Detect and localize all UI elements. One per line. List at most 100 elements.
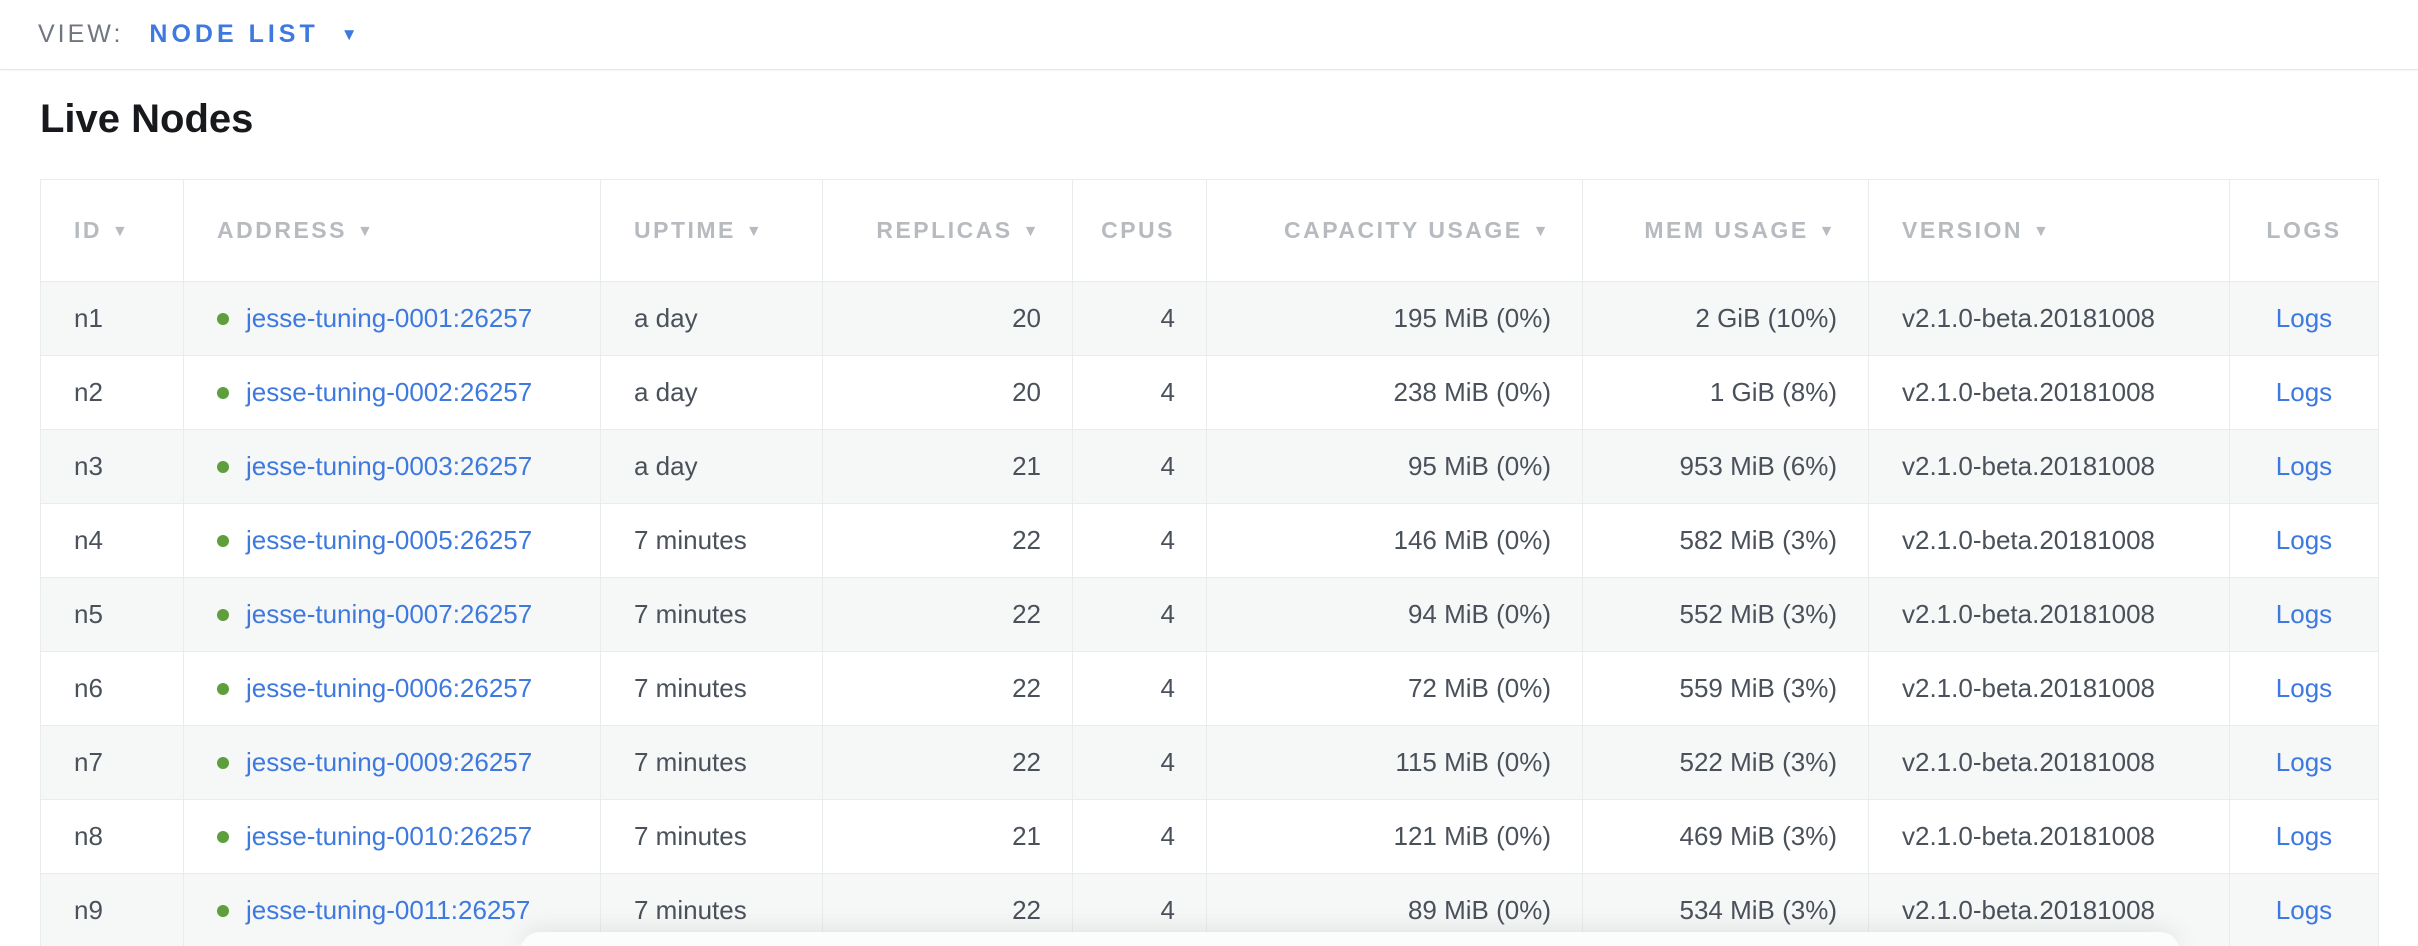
logs-cell: Logs — [2229, 355, 2379, 430]
replicas-cell: 22 — [822, 577, 1073, 652]
id-cell: n2 — [40, 355, 184, 430]
address-cell: jesse-tuning-0007:26257 — [183, 577, 601, 652]
replicas-cell: 22 — [822, 651, 1073, 726]
logs-link[interactable]: Logs — [2275, 377, 2333, 407]
logs-link[interactable]: Logs — [2275, 673, 2333, 703]
version-cell: v2.1.0-beta.20181008 — [1868, 503, 2230, 578]
bottom-sheet-shadow — [520, 932, 2180, 946]
table-row: n8 jesse-tuning-0010:26257 7 minutes 21 4 121… — [40, 799, 2379, 874]
column-header-logs: LOGS — [2229, 179, 2379, 282]
capacity-cell: 94 MiB (0%) — [1206, 577, 1583, 652]
table-row: n5 jesse-tuning-0007:26257 7 minutes 22 4 94 … — [40, 577, 2379, 652]
column-label: CAPACITY USAGE — [1284, 217, 1523, 243]
column-label: ID — [74, 217, 102, 243]
table-header: ID ▼ ADDRESS ▼ UPTIME ▼ REPLICAS ▼ CPUS CAPACITY … — [40, 179, 2379, 282]
version-cell: v2.1.0-beta.20181008 — [1868, 577, 2230, 652]
node-address-link[interactable]: jesse-tuning-0005:26257 — [246, 525, 533, 555]
address-cell: jesse-tuning-0010:26257 — [183, 799, 601, 874]
logs-cell: Logs — [2229, 799, 2379, 874]
cpus-cell: 4 — [1072, 577, 1207, 652]
uptime-cell: 7 minutes — [600, 651, 823, 726]
version-cell: v2.1.0-beta.20181008 — [1868, 651, 2230, 726]
page-title: Live Nodes — [40, 97, 254, 141]
node-address-link[interactable]: jesse-tuning-0007:26257 — [246, 599, 533, 629]
node-address-link[interactable]: jesse-tuning-0010:26257 — [246, 821, 533, 851]
address-cell: jesse-tuning-0001:26257 — [183, 281, 601, 356]
column-header-uptime[interactable]: UPTIME ▼ — [600, 179, 823, 282]
node-health-dot-icon — [217, 461, 229, 473]
logs-link[interactable]: Logs — [2275, 821, 2333, 851]
mem-cell: 522 MiB (3%) — [1582, 725, 1869, 800]
sort-caret-icon: ▼ — [2033, 223, 2052, 240]
sort-caret-icon: ▼ — [745, 223, 765, 240]
node-address-link[interactable]: jesse-tuning-0011:26257 — [246, 895, 531, 925]
column-header-address[interactable]: ADDRESS ▼ — [183, 179, 601, 282]
column-header-capacity[interactable]: CAPACITY USAGE ▼ — [1206, 179, 1583, 282]
logs-link[interactable]: Logs — [2275, 303, 2333, 333]
column-label: VERSION — [1902, 217, 2024, 243]
node-address-link[interactable]: jesse-tuning-0003:26257 — [246, 451, 533, 481]
capacity-cell: 238 MiB (0%) — [1206, 355, 1583, 430]
logs-cell: Logs — [2229, 651, 2379, 726]
mem-cell: 552 MiB (3%) — [1582, 577, 1869, 652]
version-cell: v2.1.0-beta.20181008 — [1868, 281, 2230, 356]
node-address-link[interactable]: jesse-tuning-0006:26257 — [246, 673, 533, 703]
address-cell: jesse-tuning-0003:26257 — [183, 429, 601, 504]
sort-caret-icon: ▼ — [1532, 223, 1551, 240]
capacity-cell: 72 MiB (0%) — [1206, 651, 1583, 726]
logs-link[interactable]: Logs — [2275, 747, 2333, 777]
cpus-cell: 4 — [1072, 799, 1207, 874]
version-cell: v2.1.0-beta.20181008 — [1868, 429, 2230, 504]
node-address-link[interactable]: jesse-tuning-0002:26257 — [246, 377, 533, 407]
mem-cell: 2 GiB (10%) — [1582, 281, 1869, 356]
version-cell: v2.1.0-beta.20181008 — [1868, 355, 2230, 430]
logs-link[interactable]: Logs — [2275, 525, 2333, 555]
logs-cell: Logs — [2229, 503, 2379, 578]
address-cell: jesse-tuning-0009:26257 — [183, 725, 601, 800]
capacity-cell: 195 MiB (0%) — [1206, 281, 1583, 356]
node-health-dot-icon — [217, 535, 229, 547]
column-header-mem[interactable]: MEM USAGE ▼ — [1582, 179, 1869, 282]
logs-link[interactable]: Logs — [2275, 895, 2333, 925]
cpus-cell: 4 — [1072, 355, 1207, 430]
cpus-cell: 4 — [1072, 725, 1207, 800]
node-health-dot-icon — [217, 683, 229, 695]
uptime-cell: 7 minutes — [600, 725, 823, 800]
sort-caret-icon: ▼ — [1022, 223, 1041, 240]
table-row: n6 jesse-tuning-0006:26257 7 minutes 22 4 72 … — [40, 651, 2379, 726]
address-cell: jesse-tuning-0002:26257 — [183, 355, 601, 430]
view-bar: VIEW: NODE LIST ▼ — [0, 0, 2418, 70]
view-selector[interactable]: NODE LIST ▼ — [149, 20, 361, 49]
replicas-cell: 21 — [822, 429, 1073, 504]
column-header-version[interactable]: VERSION ▼ — [1868, 179, 2230, 282]
mem-cell: 469 MiB (3%) — [1582, 799, 1869, 874]
logs-link[interactable]: Logs — [2275, 599, 2333, 629]
id-cell: n5 — [40, 577, 184, 652]
id-cell: n9 — [40, 873, 184, 946]
sort-caret-icon: ▼ — [1818, 223, 1837, 240]
id-cell: n4 — [40, 503, 184, 578]
column-header-cpus: CPUS — [1072, 179, 1207, 282]
column-label: ADDRESS — [217, 217, 347, 243]
mem-cell: 582 MiB (3%) — [1582, 503, 1869, 578]
column-header-id[interactable]: ID ▼ — [40, 179, 184, 282]
sort-caret-icon: ▼ — [112, 223, 131, 240]
id-cell: n8 — [40, 799, 184, 874]
table-body: n1 jesse-tuning-0001:26257 a day 20 4 195 MiB… — [40, 281, 2379, 946]
id-cell: n6 — [40, 651, 184, 726]
uptime-cell: a day — [600, 281, 823, 356]
mem-cell: 1 GiB (8%) — [1582, 355, 1869, 430]
column-header-replicas[interactable]: REPLICAS ▼ — [822, 179, 1073, 282]
table-row: n3 jesse-tuning-0003:26257 a day 21 4 95 MiB … — [40, 429, 2379, 504]
table-row: n2 jesse-tuning-0002:26257 a day 20 4 238 MiB… — [40, 355, 2379, 430]
logs-cell: Logs — [2229, 429, 2379, 504]
replicas-cell: 22 — [822, 725, 1073, 800]
mem-cell: 559 MiB (3%) — [1582, 651, 1869, 726]
logs-link[interactable]: Logs — [2275, 451, 2333, 481]
replicas-cell: 20 — [822, 281, 1073, 356]
node-address-link[interactable]: jesse-tuning-0001:26257 — [246, 303, 533, 333]
uptime-cell: 7 minutes — [600, 503, 823, 578]
node-address-link[interactable]: jesse-tuning-0009:26257 — [246, 747, 533, 777]
version-cell: v2.1.0-beta.20181008 — [1868, 799, 2230, 874]
cpus-cell: 4 — [1072, 503, 1207, 578]
